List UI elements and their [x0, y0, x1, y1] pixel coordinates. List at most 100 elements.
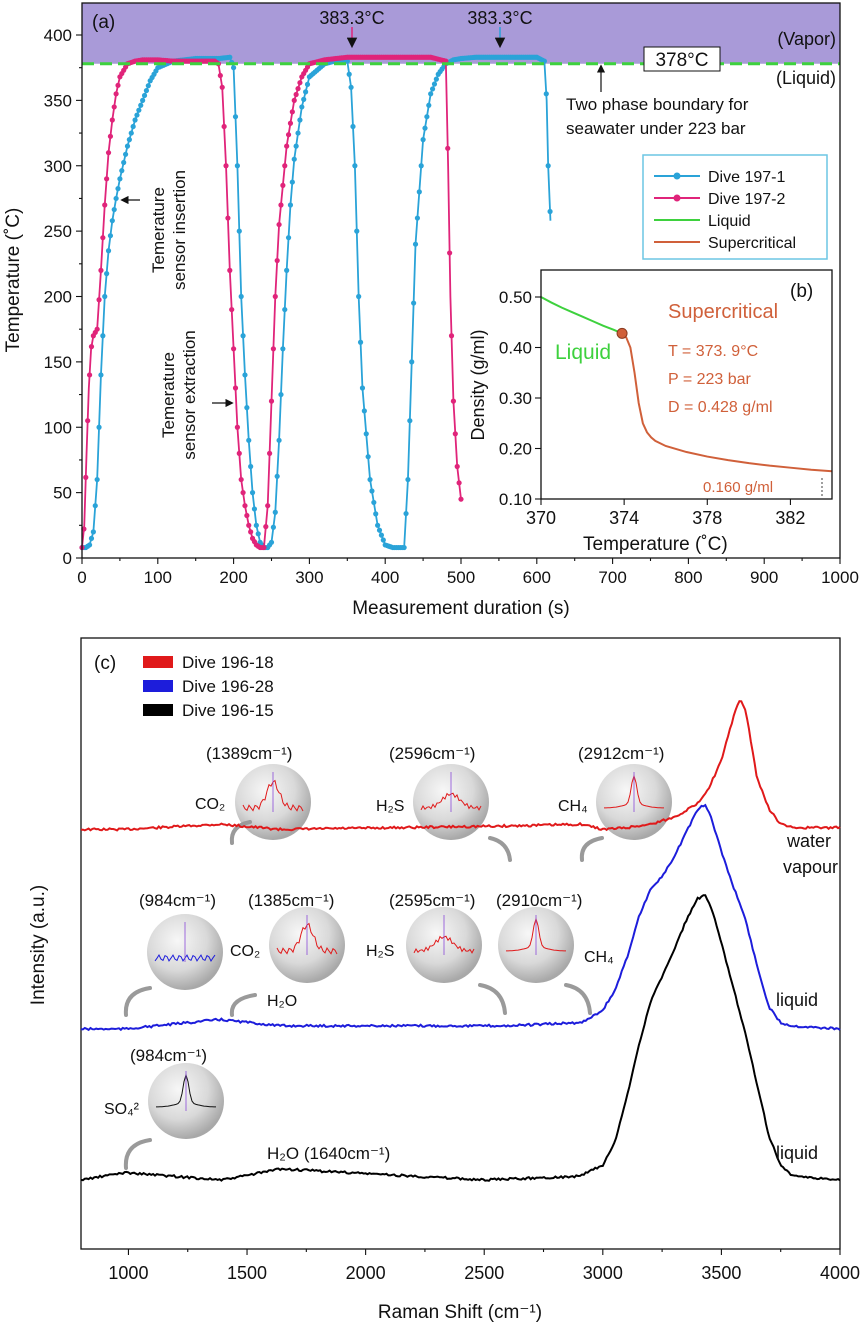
data-point: [253, 522, 259, 528]
data-point: [121, 159, 127, 166]
data-point: [242, 503, 248, 509]
data-point: [407, 418, 413, 424]
data-point: [240, 490, 246, 496]
data-point: [270, 524, 276, 530]
data-point: [365, 454, 371, 460]
data-point: [447, 250, 453, 256]
data-point: [418, 163, 424, 169]
so4-peak-label-middle: (984cm⁻¹): [139, 891, 216, 910]
boundary-note-line-1: Two phase boundary for: [566, 95, 749, 114]
h2s-peak-label-top: (2596cm⁻¹): [389, 744, 475, 763]
panel-c-ylabel: Intensity (a.u.): [28, 885, 49, 1005]
callout-arrow: [478, 983, 507, 1015]
data-point: [289, 179, 295, 185]
callout-arrow: [564, 983, 592, 1015]
data-point: [104, 271, 110, 277]
boundary-temperature-label: 378°C: [655, 50, 708, 71]
data-point: [278, 391, 284, 398]
b-ytick-label: 0.40: [499, 339, 532, 358]
data-point: [433, 76, 439, 82]
data-point: [231, 346, 237, 352]
b-ytick-label: 0.30: [499, 389, 532, 408]
data-point: [263, 524, 269, 530]
data-point: [543, 91, 549, 97]
data-point: [373, 511, 379, 517]
a-xtick-label: 700: [598, 568, 626, 587]
panel-c: 1000 1500 2000 2500 3000 3500 4000 (c) Dive 19…: [28, 637, 860, 1323]
data-point: [272, 509, 278, 515]
data-point: [409, 359, 415, 365]
data-point: [282, 163, 288, 169]
peak-label-2: 383.3°C: [467, 8, 532, 28]
data-point: [371, 499, 377, 506]
panel-a-letter: (a): [92, 12, 115, 33]
data-point: [287, 202, 294, 208]
data-point: [416, 189, 422, 195]
a-xtick-label: 1000: [821, 568, 859, 587]
data-point: [229, 306, 235, 313]
series-dive-197-2: [79, 54, 464, 551]
a-ytick-label: 200: [44, 288, 72, 307]
h2s-species-top: H₂S: [376, 798, 404, 815]
data-point: [141, 92, 148, 99]
data-point: [242, 372, 248, 378]
data-point: [225, 215, 231, 221]
data-point: [287, 120, 294, 126]
data-point: [113, 91, 119, 97]
peak-inset-sphere: [579, 764, 672, 862]
data-point: [86, 372, 93, 378]
end-density-label: 0.160 g/ml: [703, 479, 773, 496]
data-point: [100, 235, 106, 241]
callout-arrow: [488, 836, 512, 862]
panel-b-ylabel: Density (g/ml): [468, 329, 488, 440]
data-point: [217, 72, 223, 79]
data-point: [94, 326, 100, 332]
data-point: [424, 114, 430, 120]
data-point: [248, 463, 254, 470]
callout-arrow: [229, 993, 257, 1017]
panel-c-frame: [80, 637, 841, 1250]
data-point: [130, 123, 136, 130]
vapor-label: (Vapor): [777, 29, 836, 49]
peak-inset-sphere: [498, 907, 592, 1015]
data-point: [105, 150, 112, 156]
data-point: [357, 339, 364, 345]
panel-c-letter: (c): [94, 653, 116, 674]
data-point: [284, 267, 290, 273]
so4-species-bottom: SO₄²: [104, 1101, 140, 1118]
b-ytick-label: 0.20: [499, 440, 532, 459]
data-point: [96, 424, 102, 430]
ch4-peak-label-top: (2912cm⁻¹): [578, 744, 664, 763]
c-xtick-label: 4000: [820, 1263, 860, 1283]
a-ytick-label: 400: [44, 26, 72, 45]
data-point: [85, 418, 91, 424]
legend-swatch: [143, 656, 173, 668]
data-point: [255, 531, 261, 537]
legend-label: Liquid: [708, 213, 751, 230]
data-point: [227, 267, 233, 273]
legend-label: Dive 196-15: [182, 701, 274, 720]
data-point: [145, 83, 151, 89]
curve-label-top-2: vapour: [783, 857, 838, 877]
data-point: [251, 506, 258, 512]
c-xtick-label: 2000: [346, 1263, 386, 1283]
supercritical-label: Supercritical: [668, 301, 778, 323]
data-point: [452, 431, 458, 437]
data-point: [448, 333, 455, 339]
co2-peak-label-middle: (1385cm⁻¹): [248, 891, 334, 910]
data-point: [367, 476, 373, 483]
curve-label-top-1: water: [786, 831, 831, 851]
a-ytick-label: 0: [63, 549, 72, 568]
data-point: [119, 168, 125, 174]
data-point: [107, 233, 114, 239]
a-xtick-label: 200: [219, 568, 247, 587]
data-point: [100, 333, 106, 339]
data-point: [454, 463, 460, 470]
peak-inset-sphere: [406, 907, 507, 1015]
data-point: [303, 89, 309, 95]
data-point: [238, 476, 244, 483]
data-point: [450, 398, 457, 404]
data-point: [547, 208, 553, 215]
data-point: [428, 91, 434, 97]
data-point: [83, 474, 89, 480]
